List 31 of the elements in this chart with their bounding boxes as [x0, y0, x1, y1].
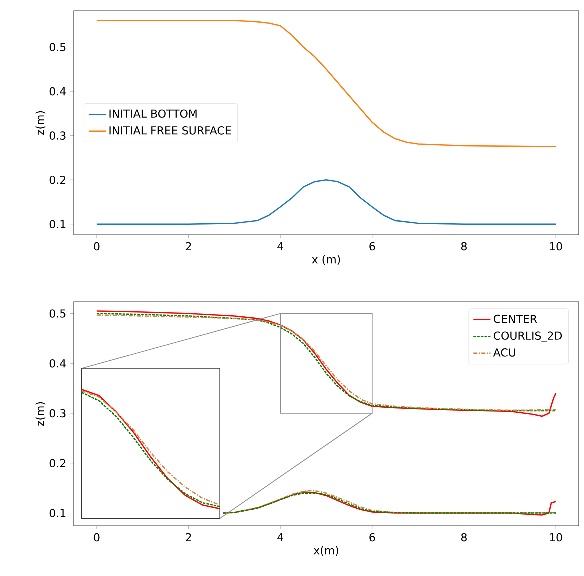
- x-tick-label: 10: [550, 242, 562, 251]
- y-tick-label: 0.2: [50, 176, 66, 184]
- legend-label: INITIAL FREE SURFACE: [110, 126, 232, 135]
- x-tick-label: 0: [94, 533, 100, 542]
- y-tick-label: 0.1: [50, 220, 66, 229]
- y-tick-label: 0.2: [50, 459, 66, 468]
- legend-label: COURLIS_2D: [494, 332, 562, 342]
- x-tick-label: 2: [186, 533, 192, 542]
- x-tick-label: 10: [550, 533, 562, 542]
- y-tick-label: 0.1: [50, 509, 66, 518]
- x-tick-label: 4: [278, 533, 284, 542]
- y-axis-title: z(m): [36, 111, 46, 136]
- x-tick-label: 6: [370, 533, 376, 542]
- y-tick-label: 0.3: [50, 132, 66, 140]
- legend-label: INITIAL BOTTOM: [110, 110, 197, 118]
- x-tick-label: 8: [461, 533, 467, 542]
- y-tick-label: 0.3: [50, 409, 66, 418]
- y-tick-label: 0.4: [50, 87, 66, 96]
- y-tick-label: 0.5: [50, 310, 66, 318]
- y-tick-label: 0.5: [50, 43, 66, 52]
- x-axis-title: x(m): [314, 546, 338, 556]
- x-tick-label: 0: [94, 242, 100, 251]
- x-tick-label: 6: [370, 242, 376, 251]
- x-tick-label: 2: [186, 242, 192, 251]
- legend-label: CENTER: [494, 314, 538, 324]
- x-axis-title: x (m): [312, 255, 340, 266]
- legend-label: ACU: [493, 348, 516, 357]
- x-tick-label: 8: [461, 242, 467, 251]
- y-tick-label: 0.4: [50, 359, 66, 368]
- y-axis-title: z(m): [36, 402, 46, 426]
- x-tick-label: 4: [278, 242, 284, 250]
